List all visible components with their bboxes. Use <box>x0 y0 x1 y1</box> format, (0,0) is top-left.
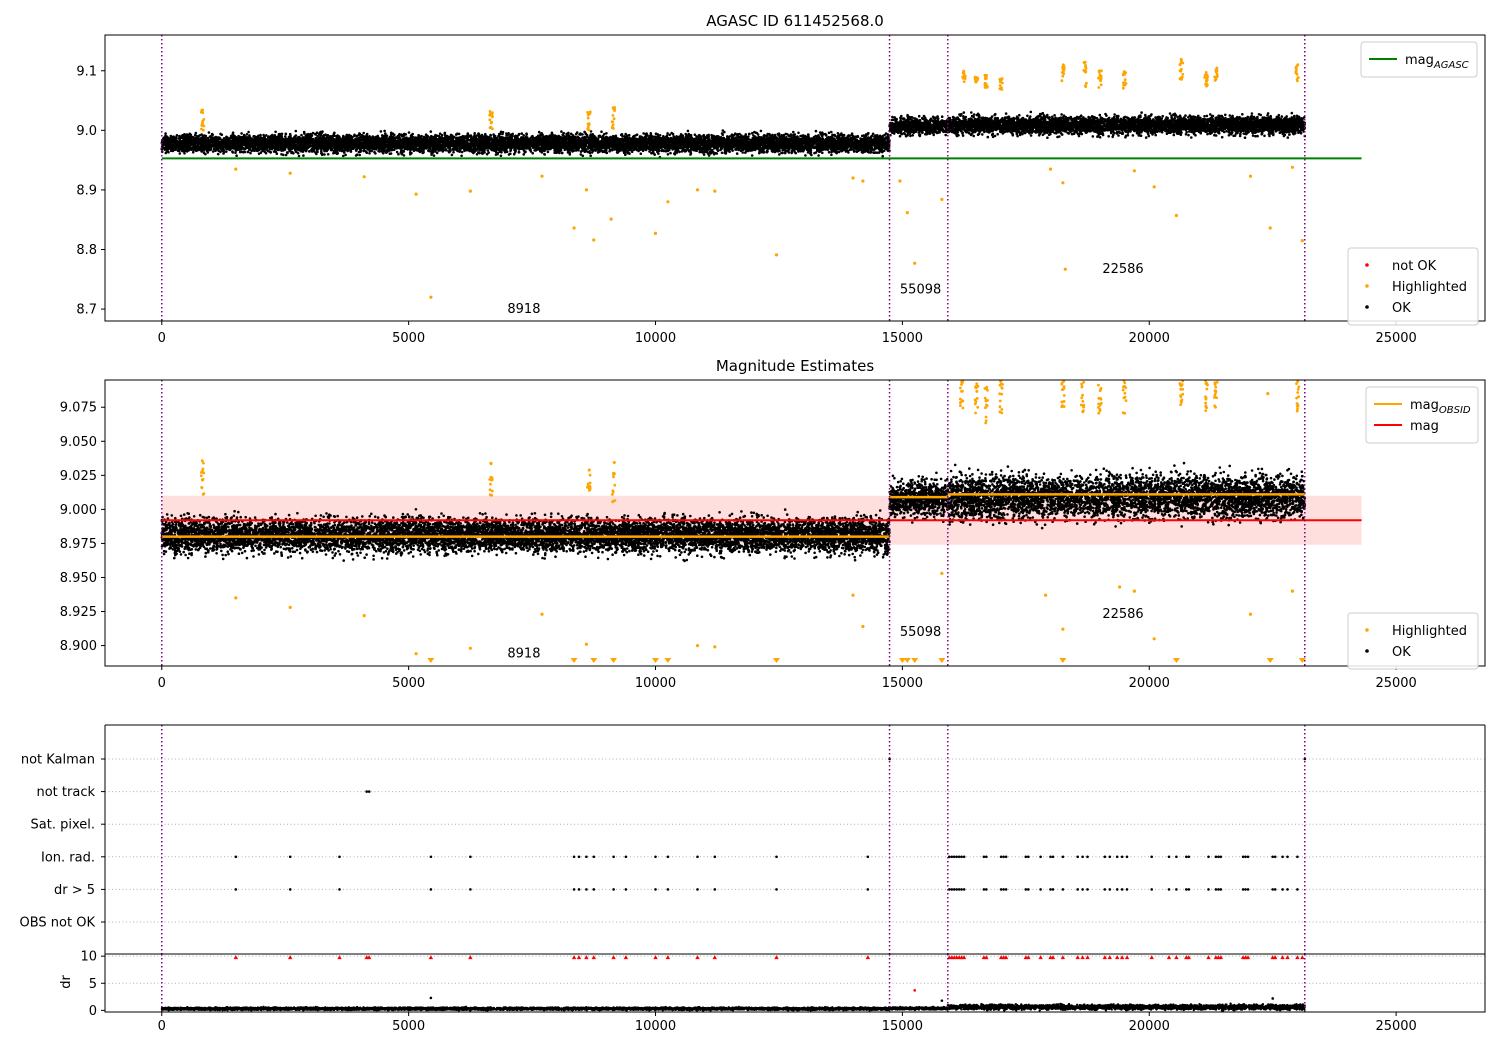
ok-point <box>323 153 326 156</box>
ok-point <box>827 131 831 135</box>
ok-point <box>833 133 836 137</box>
ok-point <box>836 132 840 135</box>
ok-points <box>160 110 1307 159</box>
ok-point <box>245 133 249 136</box>
ok-point <box>605 132 608 135</box>
ok-point <box>686 129 690 133</box>
ok-point <box>388 152 392 155</box>
ok-point <box>537 130 541 134</box>
ok-point <box>489 133 492 137</box>
ok-point <box>670 131 673 135</box>
ok-point <box>520 132 524 135</box>
ok-point <box>473 132 477 135</box>
ok-point <box>219 132 222 136</box>
ok-point <box>235 154 238 157</box>
ok-point <box>379 130 383 133</box>
ok-point <box>240 132 243 135</box>
ok-point <box>759 129 763 133</box>
ok-point <box>505 150 509 154</box>
ok-point <box>778 153 781 156</box>
ok-point <box>600 130 603 133</box>
ok-point <box>402 154 406 157</box>
ok-point <box>522 134 525 137</box>
ok-point <box>183 152 186 155</box>
ok-point <box>817 154 820 157</box>
ok-point <box>305 149 308 152</box>
ok-point <box>231 131 235 134</box>
ok-point <box>384 132 387 135</box>
ok-point <box>835 151 838 155</box>
ok-point <box>457 132 461 136</box>
ok-point <box>533 149 536 152</box>
ok-point <box>666 153 670 156</box>
ok-point <box>507 153 511 156</box>
ok-point <box>311 131 315 135</box>
ok-point <box>274 130 277 134</box>
ok-point <box>793 133 797 136</box>
ok-point <box>589 130 593 133</box>
panel-title: AGASC ID 611452568.0 <box>706 12 884 30</box>
ok-point <box>432 154 436 157</box>
ok-point <box>178 152 182 155</box>
ok-point <box>499 130 503 134</box>
ok-point <box>283 135 287 138</box>
ok-point <box>430 153 433 156</box>
ok-point <box>499 154 503 158</box>
ok-point <box>180 136 184 139</box>
ok-point <box>507 132 510 135</box>
ok-point <box>429 130 433 133</box>
ok-point <box>249 151 252 155</box>
ok-point <box>653 135 657 138</box>
ok-point <box>750 154 754 157</box>
ok-point <box>383 129 386 133</box>
ok-point <box>642 132 645 135</box>
ok-point <box>736 133 740 136</box>
ok-point <box>395 150 399 154</box>
ok-point <box>460 154 463 158</box>
ok-point <box>639 152 643 155</box>
ok-point <box>710 133 713 137</box>
ok-point <box>584 132 588 136</box>
ok-point <box>342 154 345 158</box>
ok-point <box>830 130 833 134</box>
ok-point <box>454 133 458 136</box>
ok-point <box>247 130 250 134</box>
ok-point <box>827 150 831 154</box>
ok-point <box>566 151 570 154</box>
ok-point <box>793 150 796 154</box>
ok-point <box>830 153 833 156</box>
ok-point <box>525 132 528 135</box>
ok-point <box>854 135 857 138</box>
ok-point <box>598 134 602 138</box>
ok-point <box>362 131 366 135</box>
ok-point <box>567 131 570 135</box>
ok-point <box>831 133 834 137</box>
ok-point <box>358 153 362 157</box>
ok-point <box>208 148 211 152</box>
ok-point <box>702 153 706 156</box>
ok-point <box>297 154 301 158</box>
